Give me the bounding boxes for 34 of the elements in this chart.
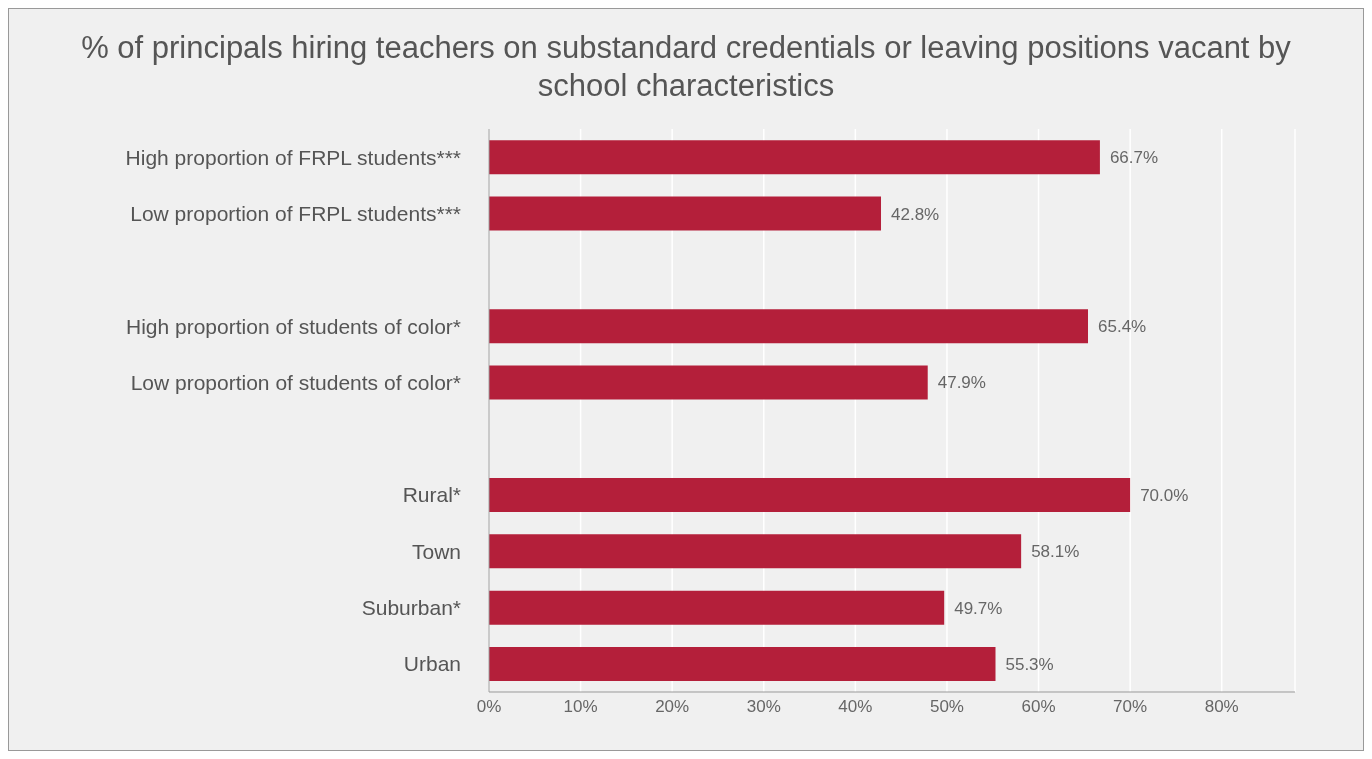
bar: [489, 140, 1100, 175]
x-tick-label: 40%: [838, 697, 873, 717]
y-tick-label: High proportion of students of color*: [125, 314, 461, 338]
chart-title: % of principals hiring teachers on substandard credentials or leaving positions vacant by school characteristics: [80, 29, 1292, 105]
x-tick-label: 0%: [476, 697, 502, 717]
bar: [489, 590, 945, 625]
bar: [489, 309, 1088, 344]
data-label: 66.7%: [1109, 148, 1159, 168]
x-tick-label: 50%: [929, 697, 964, 717]
x-tick-label: 30%: [746, 697, 781, 717]
data-label: 65.4%: [1098, 317, 1147, 337]
bar: [489, 478, 1131, 513]
x-tick-label: 80%: [1204, 697, 1239, 717]
bar: [489, 534, 1022, 569]
data-label: 47.9%: [937, 373, 986, 393]
y-tick-label: Low proportion of FRPL students***: [130, 201, 461, 225]
bar: [489, 646, 996, 681]
data-label: 55.3%: [1005, 654, 1054, 674]
x-tick-label: 10%: [563, 697, 598, 717]
data-label: 70.0%: [1140, 486, 1189, 506]
data-label: 58.1%: [1031, 542, 1080, 562]
y-tick-label: Town: [411, 539, 461, 563]
bar: [489, 196, 882, 231]
bar: [489, 365, 928, 400]
y-tick-label: Urban: [403, 652, 461, 676]
data-label: 49.7%: [954, 598, 1003, 618]
x-tick-label: 60%: [1021, 697, 1056, 717]
y-tick-label: Low proportion of students of color*: [130, 370, 461, 394]
x-tick-label: 20%: [655, 697, 690, 717]
y-tick-label: Rural*: [402, 483, 461, 507]
y-tick-label: High proportion of FRPL students***: [125, 145, 461, 169]
x-tick-label: 70%: [1113, 697, 1148, 717]
y-tick-label: Suburban*: [361, 596, 461, 620]
data-label: 42.8%: [891, 204, 940, 224]
